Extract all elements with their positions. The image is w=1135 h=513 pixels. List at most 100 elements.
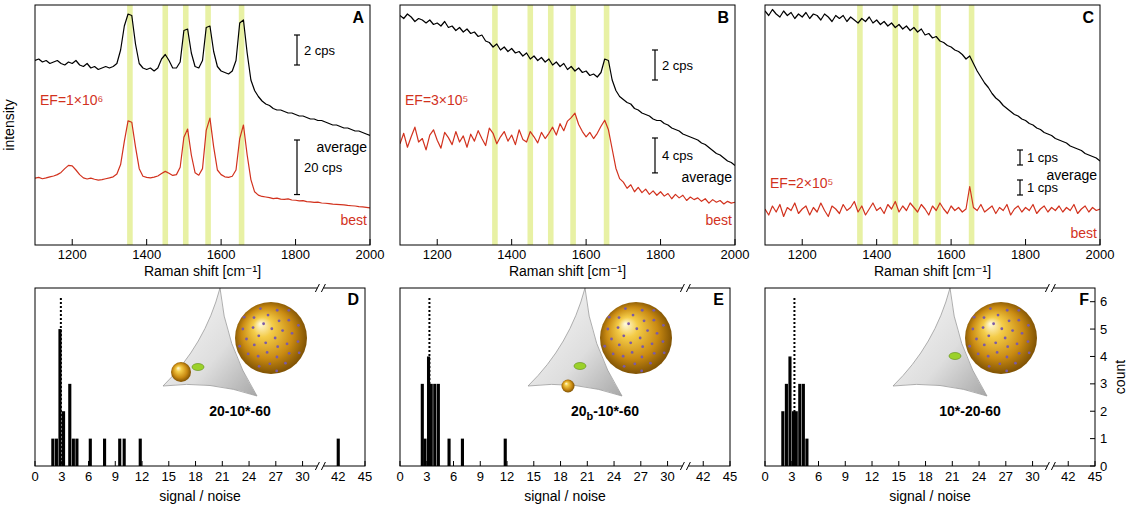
tick xyxy=(1032,461,1033,466)
tick xyxy=(802,239,803,245)
tick xyxy=(533,461,534,466)
band xyxy=(548,5,554,245)
spectrum-line xyxy=(765,10,1100,162)
reference-line xyxy=(428,298,430,466)
plot-area xyxy=(400,5,735,245)
tick-label: 1600 xyxy=(937,247,966,262)
scale-bar-line xyxy=(1019,150,1020,165)
tick-label: 1600 xyxy=(572,247,601,262)
tick xyxy=(426,461,427,466)
scale-bar-cap xyxy=(294,34,300,35)
tick xyxy=(703,461,704,466)
linker-dot xyxy=(982,326,985,329)
tick xyxy=(72,239,73,245)
linker-dot xyxy=(238,345,241,348)
tick-label: 18 xyxy=(553,469,567,484)
tick xyxy=(437,239,438,245)
scale-bar-label: 4 cps xyxy=(662,148,694,163)
panel-letter: C xyxy=(1082,9,1094,26)
scale-bar-label: 2 cps xyxy=(662,58,694,73)
linker-dot xyxy=(284,362,287,365)
tick-label: 3 xyxy=(58,469,65,484)
linker-dot xyxy=(975,338,978,341)
tick xyxy=(979,461,980,466)
scale-bar-line xyxy=(654,50,655,80)
linker-dot xyxy=(1027,340,1030,343)
bar xyxy=(461,439,464,466)
series-label: best xyxy=(1071,225,1098,241)
linker-dot xyxy=(288,352,291,355)
tick-label: 30 xyxy=(1025,469,1039,484)
bar xyxy=(75,439,78,466)
tick-label: 0 xyxy=(1100,459,1107,474)
linker-dot xyxy=(1016,342,1019,345)
frame xyxy=(765,288,1095,466)
linker-dot xyxy=(662,324,665,327)
tick-label: 15 xyxy=(162,469,176,484)
small-sphere xyxy=(562,380,575,393)
linker-dot xyxy=(276,345,279,348)
tick-label: 0 xyxy=(31,469,38,484)
tick-label: 9 xyxy=(842,469,849,484)
tick-label: 2 xyxy=(1100,404,1107,419)
tick xyxy=(453,461,454,466)
linker-dot xyxy=(627,322,630,325)
inset-label: 20b-10*-60 xyxy=(571,403,639,422)
scale-bar-cap xyxy=(652,137,658,138)
axis-break-mark xyxy=(321,284,325,292)
spectrum-line xyxy=(400,113,735,204)
tick-label: 27 xyxy=(634,469,648,484)
series-label: best xyxy=(706,212,733,228)
panel: 1 cpsaverage1 cpsbestEF=2×10⁵12001400160… xyxy=(765,5,1114,279)
axis-break-mark xyxy=(1045,462,1049,470)
tick-label: 27 xyxy=(269,469,283,484)
band xyxy=(892,5,898,245)
axis-title: Raman shift [cm⁻¹] xyxy=(874,263,991,279)
tick xyxy=(1090,329,1095,330)
bar xyxy=(118,439,121,466)
molecule xyxy=(949,353,961,360)
label-part: -10*-60 xyxy=(593,403,639,419)
tick-label: 24 xyxy=(242,469,256,484)
tick xyxy=(791,461,792,466)
linker-dot xyxy=(1027,324,1030,327)
axis-break-mark xyxy=(321,462,325,470)
band xyxy=(527,5,533,245)
linker-dot xyxy=(646,329,649,332)
tick-label: 18 xyxy=(918,469,932,484)
linker-dot xyxy=(623,365,626,368)
panel: 2 cpsaverage4 cpsbestEF=3×10⁵12001400160… xyxy=(400,5,749,279)
tick-label: 1800 xyxy=(646,247,675,262)
plot-area xyxy=(781,298,808,466)
linker-dot xyxy=(276,309,279,312)
tick-label: 12 xyxy=(135,469,149,484)
bar xyxy=(55,439,58,466)
panel: 2 cpsaverage20 cpsbestEF=1×10⁶1200140016… xyxy=(1,5,384,279)
tick-label: 24 xyxy=(607,469,621,484)
tick xyxy=(249,461,250,466)
bar xyxy=(785,384,788,466)
bar xyxy=(51,439,54,466)
linker-dot xyxy=(278,319,281,322)
scale-bar: 2 cps xyxy=(652,50,694,80)
linker-dot xyxy=(968,345,971,348)
tick xyxy=(667,461,668,466)
annotation: EF=3×10⁵ xyxy=(405,92,468,108)
axis-break-mark xyxy=(315,462,319,470)
tick xyxy=(275,461,276,466)
tick xyxy=(365,461,366,466)
tick-label: 1 xyxy=(1100,431,1107,446)
axis-break-mark xyxy=(680,462,684,470)
tick xyxy=(221,239,222,245)
bar xyxy=(337,439,340,466)
linker-dot xyxy=(641,345,644,348)
linker-dot xyxy=(973,316,976,319)
scale-bar-line xyxy=(1019,180,1020,195)
tick xyxy=(730,461,731,466)
molecule xyxy=(192,364,204,371)
linker-dot xyxy=(631,351,634,354)
axis-break-mark xyxy=(315,284,319,292)
scale-bar-cap xyxy=(294,64,300,65)
tick-label: 24 xyxy=(972,469,986,484)
large-sphere xyxy=(235,302,307,374)
